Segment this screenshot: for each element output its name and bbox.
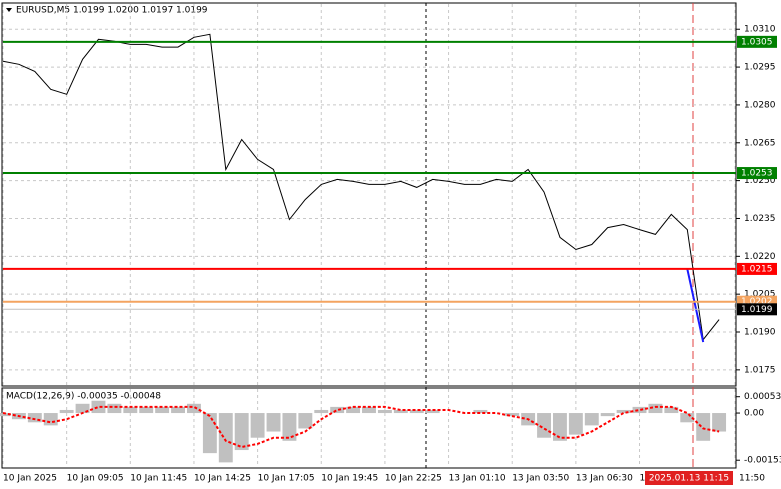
- histogram-bar: [664, 406, 679, 414]
- x-tick-label: 11:50: [739, 474, 765, 484]
- histogram-bar: [425, 409, 440, 414]
- macd-title: MACD(12,26,9) -0.00035 -0.00048: [6, 392, 161, 402]
- histogram-bar: [600, 413, 615, 417]
- y-tick-label: 0.00: [744, 409, 764, 419]
- histogram-bar: [266, 413, 281, 432]
- histogram-bar: [123, 406, 138, 414]
- histogram-bar: [409, 409, 424, 414]
- histogram-bar: [648, 403, 663, 414]
- histogram-bar: [314, 409, 329, 414]
- histogram-bar: [584, 413, 599, 426]
- x-tick-label: 13 Jan 01:10: [449, 474, 506, 484]
- y-tick-label: 1.0190: [744, 328, 776, 338]
- histogram-bar: [632, 406, 647, 414]
- histogram-bar: [59, 409, 74, 414]
- level-label-bg: [737, 35, 777, 48]
- histogram-bar: [0, 413, 10, 417]
- histogram-bar: [346, 406, 361, 414]
- histogram-bar: [616, 409, 631, 414]
- y-tick-label: 1.0295: [744, 63, 776, 73]
- histogram-bar: [75, 403, 90, 414]
- level-label: 1.0202: [741, 297, 773, 307]
- histogram-bar: [473, 409, 488, 414]
- histogram-bar: [202, 413, 217, 454]
- data-line: [2, 33, 720, 341]
- histogram-bar: [680, 413, 695, 423]
- histogram-bar: [393, 409, 408, 414]
- y-tick-label: 1.0205: [744, 290, 776, 300]
- y-tick-label: -0.00153: [744, 456, 781, 466]
- level-label: 1.0253: [741, 169, 773, 179]
- x-tick-label: 10 Jan 22:25: [385, 474, 442, 484]
- histogram-bar: [43, 413, 58, 426]
- x-tick-label: 10 Jan 17:05: [258, 474, 315, 484]
- data-line: [2, 405, 720, 449]
- y-tick-label: 1.0235: [744, 214, 776, 224]
- histogram-bar: [553, 413, 567, 441]
- y-tick-label: 0.00053: [744, 392, 781, 402]
- x-tick-label: 10 Jan 09:05: [67, 474, 124, 484]
- last-price-bg: [737, 303, 777, 316]
- y-tick-label: 1.0280: [744, 100, 776, 110]
- x-tick-label: 13 Jan 06:30: [576, 474, 633, 484]
- level-label: 1.0215: [741, 264, 773, 274]
- histogram-bar: [362, 406, 376, 414]
- x-tick-label: 10 Jan 14:25: [194, 474, 251, 484]
- histogram-bar: [537, 413, 551, 438]
- histogram-bar: [107, 403, 122, 414]
- histogram-bar: [298, 413, 313, 429]
- data-line: [686, 268, 705, 343]
- level-label: 1.0305: [741, 37, 773, 47]
- histogram-bar: [330, 406, 345, 414]
- histogram-bar: [218, 413, 233, 463]
- y-tick-label: 1.0265: [744, 138, 776, 148]
- histogram-bar: [505, 413, 520, 417]
- histogram-bar: [282, 413, 297, 441]
- level-label-bg: [737, 262, 777, 275]
- crosshair-time-label: 2025.01.13 11:15: [649, 474, 729, 484]
- histogram-bar: [155, 406, 170, 414]
- level-label-bg: [737, 167, 777, 180]
- histogram-bar: [171, 406, 185, 414]
- histogram-bar: [377, 409, 392, 414]
- histogram-bar: [250, 413, 265, 438]
- y-tick-label: 1.0250: [744, 176, 776, 186]
- histogram-bar: [139, 406, 154, 414]
- histogram-bar: [27, 413, 42, 423]
- macd-panel-frame: [1, 387, 737, 469]
- price-panel-frame: [1, 2, 737, 387]
- histogram-bar: [712, 413, 727, 432]
- y-tick-label: 1.0310: [744, 25, 776, 35]
- histogram-bar: [91, 400, 106, 414]
- x-tick-label: 13 Jan 03:50: [512, 474, 569, 484]
- menu-icon: [6, 8, 12, 12]
- y-tick-label: 1.0220: [744, 252, 776, 262]
- x-tick-label: 10 Jan 11:45: [130, 474, 187, 484]
- x-tick-label: 10 Jan 2025: [3, 474, 57, 484]
- histogram-bar: [568, 413, 583, 435]
- y-tick-label: 1.0175: [744, 365, 776, 375]
- chart-title: EURUSD,M5 1.0199 1.0200 1.0197 1.0199: [16, 6, 208, 16]
- x-tick-label: 10 Jan 19:45: [321, 474, 378, 484]
- histogram-bar: [696, 413, 711, 441]
- last-price-label: 1.0199: [741, 305, 773, 315]
- histogram-bar: [234, 413, 249, 451]
- histogram-bar: [187, 403, 201, 414]
- crosshair-time-bg: [645, 471, 733, 485]
